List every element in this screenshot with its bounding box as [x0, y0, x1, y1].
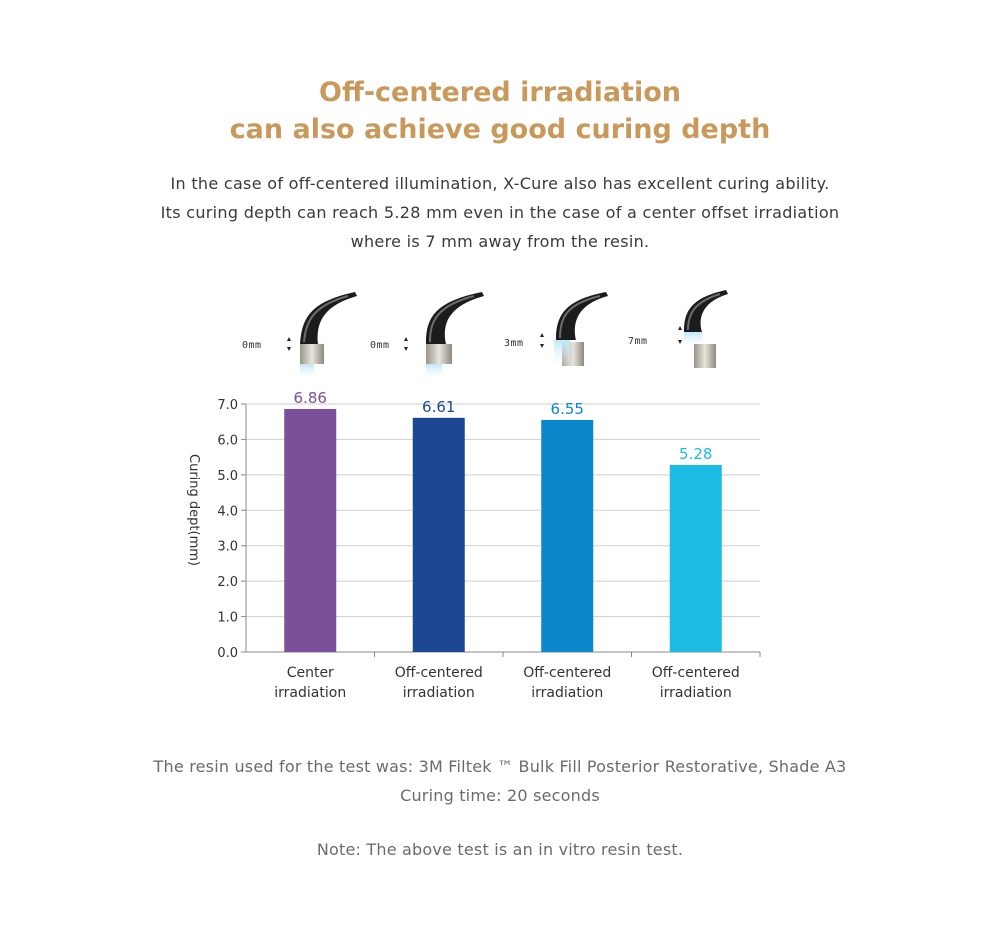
title-line-2: can also achieve good curing depth — [229, 114, 771, 145]
y-tick-label: 7.0 — [217, 398, 238, 413]
x-tick-label: irradiation — [403, 685, 475, 701]
tip-distance-label: 0mm — [242, 340, 262, 351]
curing-light-tip-icon — [540, 292, 608, 370]
x-tick-label: irradiation — [274, 685, 346, 701]
description-line-1: In the case of off-centered illumination… — [170, 174, 830, 193]
y-tick-label: 6.0 — [217, 433, 238, 448]
x-tick-label: Off-centered — [652, 665, 740, 681]
title-line-1: Off-centered irradiation — [319, 77, 681, 108]
description: In the case of off-centered illumination… — [0, 169, 1000, 256]
y-tick-label: 5.0 — [217, 469, 238, 484]
x-tick-label: irradiation — [531, 685, 603, 701]
y-tick-label: 1.0 — [217, 611, 238, 626]
y-tick-label: 4.0 — [217, 504, 238, 519]
tip-illustration-4: 7mm — [626, 280, 756, 390]
bar-chart: 0.0 1.0 2.0 3.0 4.0 5.0 6.0 7.0 Curing dept(mm) 6… — [186, 389, 761, 701]
curing-light-tip-icon — [287, 292, 357, 380]
tip-distance-label: 0mm — [370, 340, 390, 351]
tip-distance-label: 3mm — [504, 338, 524, 349]
test-conditions: The resin used for the test was: 3M Filt… — [0, 752, 1000, 810]
note-text: Note: The above test is an in vitro resi… — [316, 840, 684, 859]
y-tick-label: 0.0 — [217, 646, 238, 661]
y-tick-label: 2.0 — [217, 575, 238, 590]
x-tick-label: Off-centered — [523, 665, 611, 681]
bar-value-label: 6.86 — [294, 389, 327, 407]
y-axis-label: Curing dept(mm) — [186, 454, 201, 566]
x-tick-label: irradiation — [660, 685, 732, 701]
tip-illustration-3: 3mm — [502, 280, 632, 390]
curing-light-tip-icon — [404, 292, 484, 380]
bar — [284, 408, 337, 652]
curing-time: Curing time: 20 seconds — [400, 786, 600, 805]
bar — [412, 417, 465, 652]
chart-container: 0.0 1.0 2.0 3.0 4.0 5.0 6.0 7.0 Curing dept(mm) 6… — [0, 380, 1000, 720]
x-tick-label: Off-centered — [395, 665, 483, 681]
note: Note: The above test is an in vitro resi… — [0, 838, 1000, 862]
bar — [541, 419, 594, 652]
description-line-2: Its curing depth can reach 5.28 mm even … — [160, 203, 840, 222]
x-tick-label: Center — [287, 665, 334, 681]
description-line-3: where is 7 mm away from the resin. — [350, 232, 650, 251]
bar — [669, 464, 722, 652]
tip-illustration-2: 0mm — [368, 280, 498, 390]
tip-distance-label: 7mm — [628, 336, 648, 347]
tip-illustration-1: 0mm — [240, 280, 370, 390]
y-tick-label: 3.0 — [217, 540, 238, 555]
bar-value-label: 6.55 — [551, 400, 584, 418]
curing-light-tip-icon — [678, 290, 728, 368]
resin-info: The resin used for the test was: 3M Filt… — [153, 757, 847, 776]
bar-value-label: 5.28 — [679, 445, 712, 463]
tip-illustrations: 0mm 0mm 3mm — [0, 280, 1000, 390]
page-title: Off-centered irradiation can also achiev… — [0, 74, 1000, 148]
bar-value-label: 6.61 — [422, 398, 455, 416]
